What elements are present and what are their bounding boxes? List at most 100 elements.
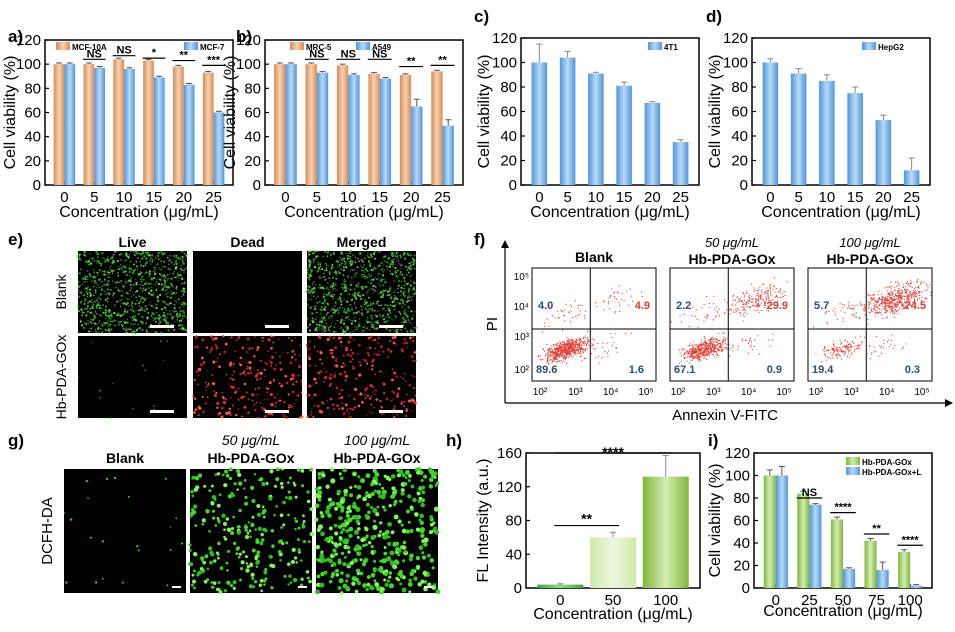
- x-tick-label: 15: [371, 189, 388, 206]
- significance-label: **: [581, 511, 592, 527]
- bar-mcf-10a: [202, 72, 214, 185]
- quadrant-ll: 67.1: [674, 364, 695, 376]
- y-tick-label: 80: [731, 79, 748, 96]
- x-tick-label: 0: [772, 592, 780, 609]
- plot-frame: [520, 37, 700, 186]
- micrograph-blank-live: [77, 250, 188, 334]
- micrograph-treated-live: [77, 336, 187, 419]
- scale-bar: [265, 325, 289, 328]
- panel-label-d: d): [706, 7, 722, 26]
- significance-label: NS: [341, 48, 356, 60]
- legend-label-i1: Hb-PDA-GOx: [862, 458, 912, 467]
- quadrant-lr: 0.3: [905, 364, 920, 376]
- panel-label-e: e): [8, 230, 23, 249]
- bar-mcf-10a: [53, 64, 65, 185]
- bar-hb-pda-gox-l: [910, 585, 923, 588]
- flow-y-label: PI: [484, 317, 501, 331]
- bar-hepg2: [903, 170, 920, 185]
- x-tick-label: 50: [835, 592, 852, 609]
- y-tick-label: 20: [244, 153, 261, 170]
- flow-y-tick: 10⁵: [514, 272, 529, 283]
- micrograph-blank-dead: [193, 251, 302, 333]
- bar-hepg2: [762, 62, 779, 185]
- scale-bar: [150, 410, 174, 413]
- y-tick-label: 100: [492, 55, 517, 72]
- significance-label: **: [438, 54, 447, 66]
- column-title-0: Blank: [106, 450, 144, 466]
- x-tick-label: 20: [403, 189, 420, 206]
- bar-mrc-5: [368, 73, 380, 185]
- bar-hb-pda-gox-l: [843, 568, 856, 588]
- bar-hepg2: [847, 93, 863, 185]
- quadrant-ur: 74.5: [905, 300, 926, 312]
- flow-x-tick: 10⁴: [879, 387, 894, 398]
- scale-bar: [424, 586, 433, 588]
- flow-x-label: Annexin V-FITC: [672, 407, 778, 424]
- significance-label: ****: [602, 444, 624, 460]
- x-tick-label: 0: [766, 189, 774, 206]
- legend-swatch-a1: [56, 42, 70, 50]
- x-tick-label: 25: [205, 189, 222, 206]
- flow-plot-1: [669, 267, 795, 382]
- bar-4t1: [616, 85, 632, 185]
- y-axis-label: Cell viability (%): [222, 56, 239, 170]
- y-tick-label: 80: [733, 490, 750, 507]
- y-tick-label: 60: [733, 513, 750, 530]
- panel-label-a: a): [8, 27, 23, 46]
- flow-plot-2: [807, 267, 933, 382]
- bar-mrc-5: [305, 64, 317, 185]
- x-tick-label: 20: [875, 189, 892, 206]
- bar-mrc-5: [399, 75, 412, 185]
- scale-bar: [150, 325, 174, 328]
- x-axis-label: Concentration (μg/mL): [763, 603, 923, 620]
- significance-label: NS: [116, 45, 131, 57]
- significance-label: ****: [834, 502, 852, 514]
- flow-x-tick: 10⁵: [776, 387, 791, 398]
- legend-label-b1: MRC-5: [306, 43, 332, 52]
- x-tick-label: 0: [556, 592, 564, 609]
- micrograph-dcfh-100: [314, 467, 441, 595]
- bar-hb-pda-gox: [830, 519, 843, 588]
- y-tick-label: 60: [500, 104, 517, 121]
- x-axis-label: Concentration (μg/mL): [533, 606, 693, 623]
- flow-title-1: Hb-PDA-GOx: [688, 251, 775, 267]
- y-tick-label: 100: [16, 56, 41, 73]
- legend-swatch-c1: [648, 42, 662, 50]
- flow-x-tick: 10²: [533, 387, 548, 398]
- flow-x-tick: 10⁴: [603, 387, 618, 398]
- bar-mcf-7: [124, 69, 135, 185]
- column-title-live: Live: [118, 234, 146, 250]
- y-tick-label: 100: [725, 468, 750, 485]
- significance-label: **: [179, 50, 188, 62]
- bar-a549: [442, 125, 454, 185]
- quadrant-ur: 29.9: [767, 300, 788, 312]
- significance-label: **: [407, 56, 416, 68]
- micrograph-dcfh-50: [188, 467, 314, 595]
- bar-a549: [411, 106, 423, 185]
- y-tick-label: 0: [742, 580, 750, 597]
- legend-label-b2: A549: [372, 43, 392, 52]
- y-tick-label: 40: [244, 129, 261, 146]
- bar-fl: [537, 584, 584, 588]
- y-tick-label: 80: [24, 80, 41, 97]
- bar-hepg2: [790, 73, 807, 185]
- x-tick-label: 100: [898, 592, 923, 609]
- y-tick-label: 100: [723, 55, 748, 72]
- bar-4t1: [559, 57, 576, 185]
- x-tick-label: 10: [116, 189, 133, 206]
- bar-hb-pda-gox-l: [876, 570, 889, 588]
- y-axis-label: Cell viability (%): [707, 464, 724, 578]
- micrograph-blank-merged: [306, 249, 417, 334]
- bar-mcf-7: [153, 77, 165, 185]
- scale-bar: [172, 586, 181, 588]
- y-tick-label: 60: [731, 104, 748, 121]
- column-title-dead: Dead: [230, 234, 264, 250]
- x-axis-label: Concentration (μg/mL): [284, 204, 444, 221]
- bar-fl: [590, 537, 636, 588]
- legend-swatch-b1: [290, 42, 304, 50]
- x-tick-label: 5: [90, 189, 98, 206]
- flow-y-tick: 10²: [515, 365, 530, 376]
- y-tick-label: 120: [725, 445, 750, 462]
- flow-x-tick: 10²: [671, 387, 686, 398]
